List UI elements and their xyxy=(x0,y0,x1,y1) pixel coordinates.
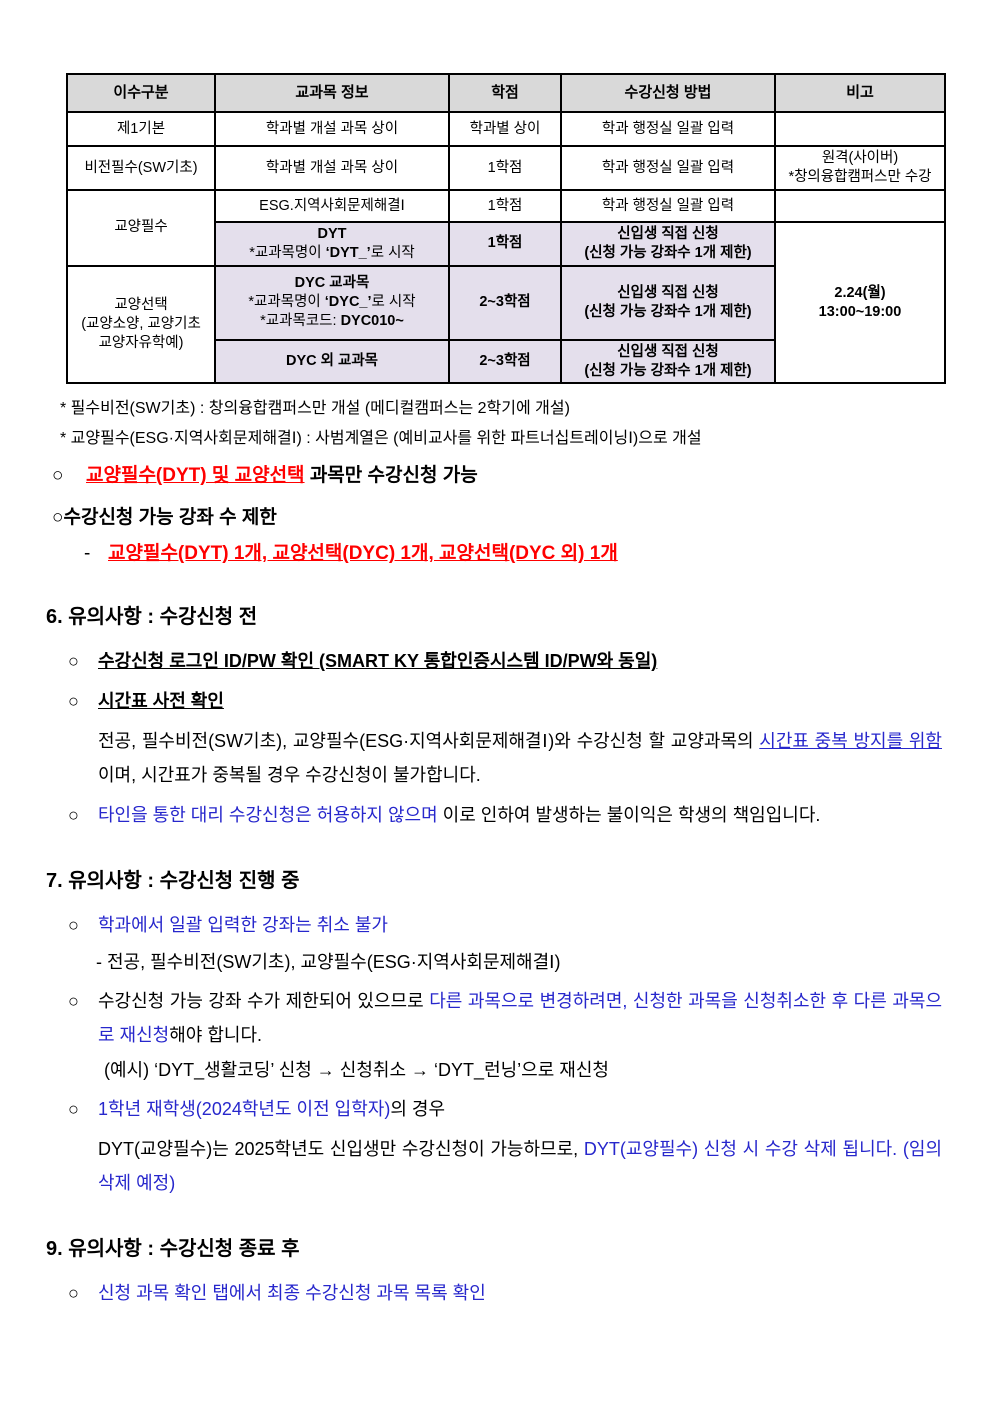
section-6-title: 6. 유의사항 : 수강신청 전 xyxy=(46,606,258,629)
table-row-dyc-other: DYC 외 교과목 2~3학점 신입생 직접 신청 (신청 가능 강좌수 1개 … xyxy=(67,338,945,385)
table-row-esg: 교양필수 ESG.지역사회문제해결Ⅰ 1학점 학과 행정실 일괄 입력 xyxy=(66,189,946,267)
cell-course-info: ESG.지역사회문제해결Ⅰ xyxy=(214,189,450,223)
cell-method: 신입생 직접 신청 (신청 가능 강좌수 1개 제한) xyxy=(560,264,776,341)
bullet-no-cancel-detail: - 전공, 필수비전(SW기초), 교양필수(ESG·지역사회문제해결Ⅰ) xyxy=(96,952,561,973)
cell-credits: 학과별 상이 xyxy=(448,111,562,147)
cell-remarks-schedule: 2.24(월) 13:00~19:00 xyxy=(774,220,946,385)
circle-bullet-icon: ○ xyxy=(68,991,79,1012)
cell-method: 학과 행정실 일괄 입력 xyxy=(560,189,776,223)
cell-credits: 1학점 xyxy=(448,189,562,223)
header-remarks: 비고 xyxy=(774,73,946,113)
header-credits: 학점 xyxy=(448,73,562,113)
cell-course-info: 학과별 개설 과목 상이 xyxy=(214,145,450,191)
cell-remarks: 원격(사이버) *창의융합캠퍼스만 수강 xyxy=(774,145,946,191)
table-row-dyc: 교양선택 (교양소양, 교양기초 교양자유학예) DYC 교과목 *교과목명이 … xyxy=(66,264,945,385)
cell-category-elective-liberal: 교양선택 (교양소양, 교양기초 교양자유학예) xyxy=(66,264,216,385)
header-course-info: 교과목 정보 xyxy=(214,73,450,113)
bullet-no-cancel: ○ 학과에서 일괄 입력한 강좌는 취소 불가 xyxy=(68,908,942,942)
cell-course-info: 학과별 개설 과목 상이 xyxy=(214,111,450,147)
section-9-title: 9. 유의사항 : 수강신청 종료 후 xyxy=(46,1238,300,1261)
table-row-vision: 비전필수(SW기초) 학과별 개설 과목 상이 1학점 학과 행정실 일괄 입력… xyxy=(66,145,946,191)
table-row-basic: 제1기본 학과별 개설 과목 상이 학과별 상이 학과 행정실 일괄 입력 xyxy=(66,111,946,147)
course-registration-table: 이수구분 교과목 정보 학점 수강신청 방법 비고 제1기본 학과별 개설 과목… xyxy=(66,73,946,385)
cell-method: 신입생 직접 신청 (신청 가능 강좌수 1개 제한) xyxy=(560,221,776,267)
cell-credits: 1학점 xyxy=(448,145,562,191)
table-row-dyt: DYT *교과목명이 ‘DYT_’로 시작 1학점 신입생 직접 신청 (신청 … xyxy=(67,220,946,385)
footnote-line: * 교양필수(ESG·지역사회문제해결Ⅰ) : 사범계열은 (예비교사를 위한 … xyxy=(60,430,702,448)
cell-method: 신입생 직접 신청 (신청 가능 강좌수 1개 제한) xyxy=(560,338,776,385)
cell-course-info-dyt: DYT *교과목명이 ‘DYT_’로 시작 xyxy=(214,221,450,267)
cell-method: 학과 행정실 일괄 입력 xyxy=(560,111,776,147)
cell-category: 제1기본 xyxy=(66,111,216,147)
circle-bullet-icon: ○ xyxy=(52,507,64,529)
header-category: 이수구분 xyxy=(66,73,216,113)
circle-bullet-icon: ○ xyxy=(68,1099,79,1120)
paragraph-dyt-restriction: DYT(교양필수)는 2025학년도 신입생만 수강신청이 가능하므로, DYT… xyxy=(98,1139,943,1194)
footnote-line: * 필수비전(SW기초) : 창의융합캠퍼스만 개설 (메디컬캠퍼스는 2학기에… xyxy=(60,400,570,418)
table-footnotes: * 필수비전(SW기초) : 창의융합캠퍼스만 개설 (메디컬캠퍼스는 2학기에… xyxy=(60,394,992,454)
cell-course-info-dyc-other: DYC 외 교과목 xyxy=(214,338,450,385)
paragraph-timetable-detail: 전공, 필수비전(SW기초), 교양필수(ESG·지역사회문제해결Ⅰ)와 수강신… xyxy=(98,731,942,786)
table-header-row: 이수구분 교과목 정보 학점 수강신청 방법 비고 xyxy=(66,73,946,113)
example-line: (예시) ‘DYT_생활코딩’ 신청 → 신청취소 → ‘DYT_런닝’으로 재… xyxy=(104,1060,609,1081)
bullet-course-limit: ○ 수강신청 가능 강좌 수 제한 xyxy=(52,504,992,532)
circle-bullet-icon: ○ xyxy=(68,805,79,826)
cell-method: 학과 행정실 일괄 입력 xyxy=(560,145,776,191)
dash-bullet-icon: - xyxy=(84,543,91,565)
circle-bullet-icon: ○ xyxy=(68,915,79,936)
circle-bullet-icon: ○ xyxy=(68,1283,79,1304)
cell-remarks-empty xyxy=(774,189,946,223)
bullet-timetable-check: ○ 시간표 사전 확인 xyxy=(68,684,942,718)
circle-bullet-icon: ○ xyxy=(52,465,64,487)
cell-remarks-empty xyxy=(774,111,946,147)
circle-bullet-icon: ○ xyxy=(68,651,79,672)
cell-category-required-liberal: 교양필수 xyxy=(66,189,216,267)
bullet-registration-scope: ○ 교양필수(DYT) 및 교양선택 과목만 수강신청 가능 xyxy=(52,462,992,490)
bullet-first-year-returning: ○ 1학년 재학생(2024학년도 이전 입학자)의 경우 xyxy=(68,1092,942,1126)
cell-credits: 2~3학점 xyxy=(448,338,562,385)
bullet-proxy-registration: ○ 타인을 통한 대리 수강신청은 허용하지 않으며 이로 인하여 발생하는 불… xyxy=(68,798,942,832)
cell-credits: 2~3학점 xyxy=(448,264,562,341)
cell-category: 비전필수(SW기초) xyxy=(66,145,216,191)
cell-course-info-dyc: DYC 교과목 *교과목명이 ‘DYC_’로 시작 *교과목코드: DYC010… xyxy=(214,264,450,341)
cell-credits: 1학점 xyxy=(448,221,562,267)
bullet-change-course: ○ 수강신청 가능 강좌 수가 제한되어 있으므로 다른 과목으로 변경하려면,… xyxy=(68,984,942,1052)
bullet-final-course-check: ○ 신청 과목 확인 탭에서 최종 수강신청 과목 목록 확인 xyxy=(68,1276,942,1310)
circle-bullet-icon: ○ xyxy=(68,691,79,712)
section-7-title: 7. 유의사항 : 수강신청 진행 중 xyxy=(46,870,300,893)
bullet-id-pw-check: ○ 수강신청 로그인 ID/PW 확인 (SMART KY 통합인증시스템 ID… xyxy=(68,644,942,678)
header-registration-method: 수강신청 방법 xyxy=(560,73,776,113)
bullet-course-limit-detail: - 교양필수(DYT) 1개, 교양선택(DYC) 1개, 교양선택(DYC 외… xyxy=(84,540,992,568)
